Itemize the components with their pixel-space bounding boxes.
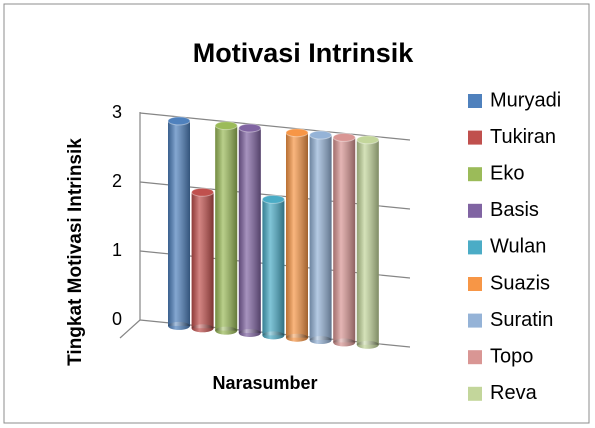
legend-swatch bbox=[468, 94, 482, 108]
legend-swatch bbox=[468, 277, 482, 291]
legend-label: Suratin bbox=[490, 309, 553, 331]
bar-shade bbox=[262, 199, 285, 336]
bar-top bbox=[238, 123, 262, 133]
bar-bottom-shade bbox=[286, 333, 308, 342]
bar-shade bbox=[215, 125, 238, 331]
bar-top bbox=[214, 121, 238, 131]
bar-bottom-shade bbox=[238, 328, 261, 337]
frame bbox=[3, 3, 590, 424]
bar-bottom-shade bbox=[168, 321, 190, 330]
bar-top bbox=[191, 187, 215, 197]
legend-label: Muryadi bbox=[490, 89, 561, 111]
y-tick-label: 2 bbox=[112, 171, 122, 191]
bar-top bbox=[167, 116, 191, 126]
legend-label: Tukiran bbox=[490, 126, 556, 148]
legend-label: Topo bbox=[490, 345, 533, 367]
bar-top bbox=[356, 135, 380, 145]
bar-top bbox=[309, 130, 333, 140]
bar-bottom-shade bbox=[191, 324, 214, 333]
bar-shade bbox=[191, 192, 214, 329]
bar-shade bbox=[333, 137, 356, 343]
bar-shade bbox=[238, 127, 261, 333]
legend-swatch bbox=[468, 386, 482, 401]
bar-shade bbox=[309, 135, 332, 341]
legend-swatch bbox=[468, 350, 482, 365]
legend-swatch bbox=[468, 167, 482, 182]
legend-label: Basis bbox=[490, 199, 539, 221]
floor-edge bbox=[119, 319, 141, 339]
bar-shade bbox=[286, 132, 308, 338]
bar-bottom-shade bbox=[356, 340, 379, 349]
bar-bottom-shade bbox=[215, 326, 238, 335]
x-axis-label: Narasumber bbox=[212, 373, 317, 393]
grid-line bbox=[139, 112, 411, 141]
bar-shade bbox=[356, 139, 379, 345]
bar-bottom-shade bbox=[262, 331, 285, 340]
legend-label: Wulan bbox=[490, 236, 546, 258]
legend-swatch bbox=[468, 130, 482, 145]
bar-bottom-shade bbox=[333, 338, 356, 347]
legend-label: Eko bbox=[490, 162, 524, 184]
legend-swatch bbox=[468, 313, 482, 328]
y-tick-label: 3 bbox=[112, 102, 122, 122]
legend-label: Suazis bbox=[490, 272, 550, 294]
y-axis-label: Tingkat Motivasi Intrinsik bbox=[65, 138, 86, 366]
legend-swatch bbox=[468, 203, 482, 218]
bar-top bbox=[261, 194, 285, 204]
chart-title: Motivasi Intrinsik bbox=[193, 38, 415, 68]
bar-top bbox=[285, 128, 309, 138]
legend-label: Reva bbox=[490, 382, 538, 404]
bar-shade bbox=[168, 120, 190, 326]
y-tick-label: 1 bbox=[112, 240, 122, 260]
bar-top bbox=[332, 132, 356, 142]
y-tick-label: 0 bbox=[112, 309, 122, 329]
bar-bottom-shade bbox=[309, 336, 332, 345]
legend-swatch bbox=[468, 240, 482, 255]
